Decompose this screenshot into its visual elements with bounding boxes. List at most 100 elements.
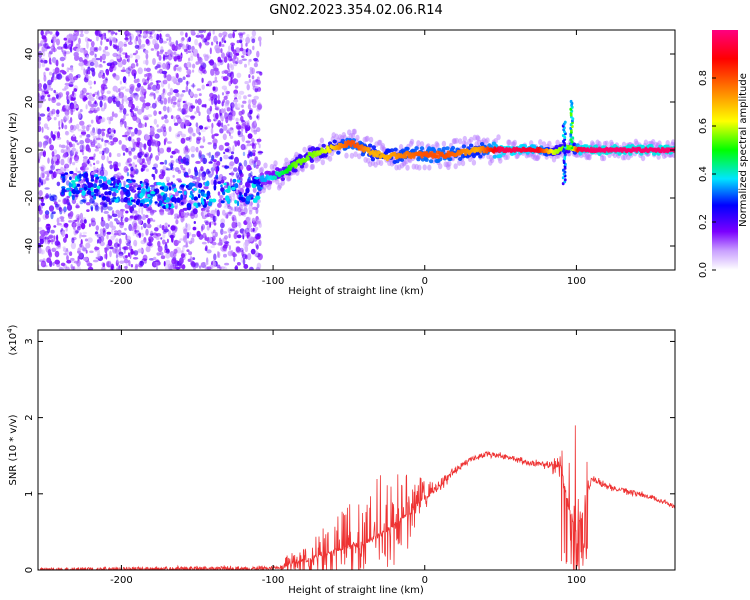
spectrogram-cell bbox=[206, 212, 211, 218]
spectrogram-cell bbox=[110, 177, 116, 181]
spectrogram-cell bbox=[554, 144, 559, 149]
spectrogram-cell bbox=[232, 49, 237, 55]
spectrogram-cell bbox=[198, 132, 201, 136]
spectrogram-cell bbox=[185, 66, 189, 71]
spectrogram-x-ticks: -200 -100 0 100 bbox=[110, 30, 586, 287]
spectrogram-cell bbox=[175, 158, 180, 163]
spectrogram-cell bbox=[64, 85, 69, 90]
spectrogram-cell bbox=[195, 146, 199, 153]
spectrogram-cell bbox=[130, 113, 133, 117]
y-tick-label: -20 bbox=[24, 190, 35, 206]
spectrogram-cell bbox=[255, 266, 261, 270]
spectrogram-cell bbox=[198, 265, 202, 269]
spectrogram-cell bbox=[224, 262, 230, 266]
spectrogram-cell bbox=[216, 209, 220, 217]
spectrogram-cell bbox=[102, 186, 106, 190]
spectrogram-cell bbox=[120, 195, 124, 199]
spectrogram-cell bbox=[162, 105, 167, 112]
spectrogram-cell bbox=[41, 89, 45, 93]
spectrogram-cell bbox=[166, 74, 172, 82]
spectrogram-cell bbox=[536, 153, 541, 160]
spectrogram-cell bbox=[177, 103, 181, 110]
spectrogram-cell bbox=[99, 55, 103, 63]
spectrogram-cell bbox=[84, 138, 91, 144]
spectrogram-cell bbox=[229, 161, 235, 167]
spectrogram-cell bbox=[134, 243, 137, 247]
spectrogram-cell bbox=[45, 193, 49, 199]
spectrogram-cell bbox=[201, 104, 207, 108]
spectrogram-cell bbox=[40, 260, 47, 268]
spectrogram-cell bbox=[61, 122, 64, 129]
spectrogram-cell bbox=[204, 235, 208, 240]
spectrogram-cell bbox=[205, 35, 211, 40]
spectrogram-cell bbox=[170, 115, 174, 120]
spectrogram-cell bbox=[438, 163, 443, 170]
spectrogram-cell bbox=[243, 95, 247, 100]
spectrogram-cell bbox=[157, 194, 163, 199]
spectrogram-cell bbox=[143, 222, 147, 229]
spectrogram-cell bbox=[46, 223, 51, 227]
spectrogram-cell bbox=[135, 54, 141, 60]
spectrogram-cell bbox=[152, 38, 157, 46]
spectrogram-cell bbox=[114, 32, 118, 36]
spectrogram-cell bbox=[223, 253, 227, 258]
spectrogram-cell bbox=[129, 35, 132, 42]
spectrogram-cell bbox=[201, 174, 206, 181]
spectrogram-cell bbox=[177, 118, 183, 123]
y-tick-label: 20 bbox=[24, 96, 35, 109]
spectrogram-cell bbox=[67, 40, 72, 43]
spectrogram-cell bbox=[150, 210, 156, 214]
spectrogram-cell bbox=[257, 36, 262, 42]
spectrogram-cell bbox=[211, 241, 217, 246]
spectrogram-cell bbox=[257, 79, 261, 85]
spectrogram-cell bbox=[95, 225, 100, 231]
spectrogram-cell bbox=[108, 160, 113, 164]
spectrogram-cell bbox=[211, 154, 215, 161]
spectrogram-cell bbox=[153, 93, 156, 100]
spectrogram-cell bbox=[132, 179, 136, 183]
spectrogram-cell bbox=[252, 206, 258, 210]
spectrogram-cell bbox=[164, 222, 168, 228]
spectrogram-cell bbox=[123, 95, 128, 102]
spectrogram-cell bbox=[111, 225, 116, 231]
spectrogram-cell bbox=[122, 152, 126, 156]
spectrogram-cell bbox=[128, 126, 133, 130]
spectrogram-cell bbox=[186, 249, 190, 253]
spectrogram-cell bbox=[92, 259, 99, 263]
spectrogram-cell bbox=[91, 69, 96, 77]
spectrogram-cell bbox=[237, 103, 241, 109]
spectrogram-cell bbox=[251, 138, 255, 144]
spectrogram-cell bbox=[224, 40, 227, 44]
spectrogram-cell bbox=[118, 182, 122, 189]
spectrogram-cell bbox=[102, 230, 106, 237]
spectrogram-cell bbox=[207, 201, 213, 207]
spectrogram-cell bbox=[38, 246, 42, 254]
spectrogram-cell bbox=[231, 101, 235, 109]
spectrogram-cell bbox=[205, 83, 210, 87]
spectrogram-cell bbox=[55, 59, 59, 67]
spectrogram-cell bbox=[238, 196, 244, 201]
spectrogram-cell bbox=[643, 139, 649, 146]
spectrogram-cell bbox=[156, 124, 159, 128]
spectrogram-cell bbox=[227, 33, 234, 39]
spectrogram-cell bbox=[323, 153, 328, 158]
spectrogram-cell bbox=[77, 247, 81, 255]
spectrogram-cell bbox=[114, 113, 118, 118]
spectrogram-cell bbox=[167, 92, 172, 96]
spectrogram-cell bbox=[227, 211, 233, 215]
spectrogram-cell bbox=[464, 152, 468, 156]
spectrogram-cell bbox=[230, 58, 233, 62]
x-tick-label: -100 bbox=[262, 276, 285, 287]
spectrogram-cell bbox=[183, 190, 187, 195]
spectrogram-cell bbox=[178, 161, 182, 165]
spectrogram-cell bbox=[512, 139, 517, 146]
spectrogram-cell bbox=[190, 256, 194, 262]
spectrogram-cell bbox=[92, 139, 98, 145]
spectrogram-cell bbox=[417, 164, 422, 171]
spectrogram-cell bbox=[202, 136, 206, 143]
spectrogram-cell bbox=[81, 125, 86, 130]
spectrogram-cell bbox=[454, 137, 459, 144]
spectrogram-cell bbox=[123, 43, 128, 47]
